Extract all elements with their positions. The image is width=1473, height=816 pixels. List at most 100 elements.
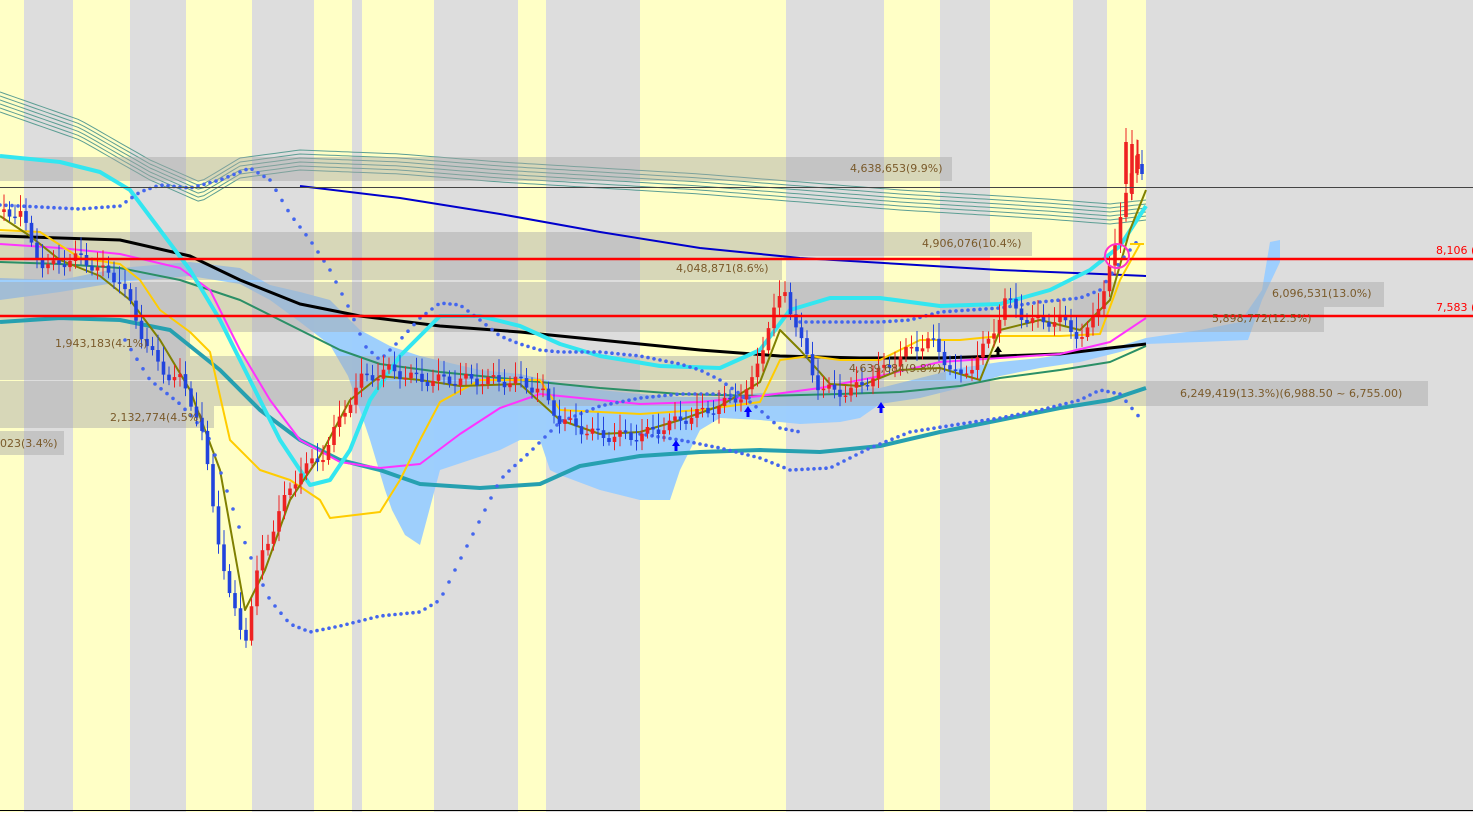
parabolic-dot (1016, 412, 1020, 417)
parabolic-dot (852, 320, 856, 324)
parabolic-dot (754, 405, 758, 409)
parabolic-dot (627, 398, 631, 403)
parabolic-dot (896, 435, 900, 439)
candle-body (909, 346, 914, 349)
parabolic-dot (333, 625, 337, 629)
candle-body (579, 426, 584, 435)
parabolic-dot (622, 352, 626, 357)
parabolic-dot (1100, 388, 1104, 393)
parabolic-dot (836, 462, 840, 466)
parabolic-dot (574, 350, 578, 354)
candle-body (497, 375, 501, 382)
parabolic-dot (724, 382, 728, 387)
ma-line-blue (299, 185, 1147, 277)
parabolic-dot (1104, 279, 1108, 284)
parabolic-dot (274, 188, 278, 192)
parabolic-dot (544, 348, 548, 353)
candle-body (651, 427, 655, 430)
time-band (1146, 0, 1473, 812)
parabolic-dot (244, 167, 248, 172)
candle-body (293, 484, 298, 489)
candle-body (640, 433, 644, 442)
candle-body (480, 384, 485, 386)
parabolic-dot (177, 401, 181, 406)
parabolic-dot (798, 320, 802, 324)
parabolic-dot (136, 191, 140, 196)
candle-body (1003, 298, 1007, 320)
parabolic-dot (772, 420, 776, 425)
parabolic-dot (848, 456, 852, 460)
parabolic-dot (519, 458, 523, 462)
candle-body (79, 253, 83, 256)
time-band (73, 0, 130, 812)
parabolic-dot (141, 367, 145, 371)
parabolic-dot (531, 447, 535, 451)
candle-body (607, 438, 611, 442)
candle-body (1058, 314, 1062, 323)
candle-body (717, 405, 721, 414)
candle-body (739, 399, 743, 403)
candle-body (62, 264, 67, 268)
parabolic-dot (321, 627, 325, 632)
candle-body (568, 418, 573, 420)
parabolic-dot (514, 340, 518, 345)
parabolic-dot (932, 426, 936, 430)
volume-profile-label: 4,638,653(9.9%) (850, 162, 943, 175)
candle-body (194, 406, 199, 418)
candle-body (387, 364, 391, 370)
parabolic-dot (712, 375, 716, 379)
parabolic-dot (94, 206, 98, 210)
time-band (0, 0, 24, 812)
candle-body (1130, 144, 1134, 194)
candle-body (227, 571, 232, 594)
parabolic-dot (706, 372, 710, 376)
parabolic-dot (538, 348, 542, 352)
parabolic-dot (189, 413, 193, 418)
parabolic-dot (508, 338, 512, 342)
candle-body (414, 372, 419, 375)
candle-body (299, 473, 303, 485)
parabolic-dot (824, 466, 828, 471)
candle-body (678, 416, 683, 421)
time-band (130, 0, 186, 812)
parabolic-dot (304, 233, 308, 237)
candle-body (590, 428, 595, 434)
parabolic-dot (556, 350, 560, 354)
parabolic-dot (411, 610, 415, 615)
ma-line-magenta (0, 243, 1147, 469)
candle-body (546, 388, 551, 401)
parabolic-dot (1086, 293, 1090, 297)
parabolic-dot (1046, 406, 1050, 410)
candle-body (51, 260, 56, 265)
parabolic-dot (160, 183, 164, 187)
parabolic-dot (902, 432, 906, 437)
parabolic-dot (704, 443, 708, 448)
parabolic-dot (166, 184, 170, 188)
candle-body (986, 338, 991, 344)
parabolic-dot (130, 195, 134, 200)
parabolic-dot (424, 311, 428, 316)
parabolic-dot (1008, 304, 1012, 309)
parabolic-dot (358, 332, 362, 336)
envelope-ma-line (0, 107, 1147, 221)
parabolic-dot (860, 450, 864, 454)
candle-body (706, 407, 710, 414)
candle-body (684, 420, 688, 424)
candle-body (183, 374, 188, 389)
volume-profile-label: 4,048,871(8.6%) (676, 262, 769, 275)
parabolic-dot (376, 356, 380, 360)
parabolic-dot (250, 167, 254, 171)
volume-profile-label: 4,639,684(9.8%) (849, 362, 942, 375)
parabolic-dot (381, 613, 385, 618)
parabolic-dot (52, 205, 56, 210)
parabolic-dot (459, 556, 463, 560)
parabolic-dot (1094, 390, 1098, 394)
candle-body (629, 432, 633, 440)
parabolic-dot (106, 205, 110, 209)
candle-body (1118, 217, 1123, 245)
parabolic-dot (285, 618, 289, 623)
parabolic-dot (34, 205, 38, 209)
parabolic-dot (231, 507, 235, 511)
parabolic-dot (58, 206, 62, 210)
parabolic-dot (984, 307, 988, 311)
